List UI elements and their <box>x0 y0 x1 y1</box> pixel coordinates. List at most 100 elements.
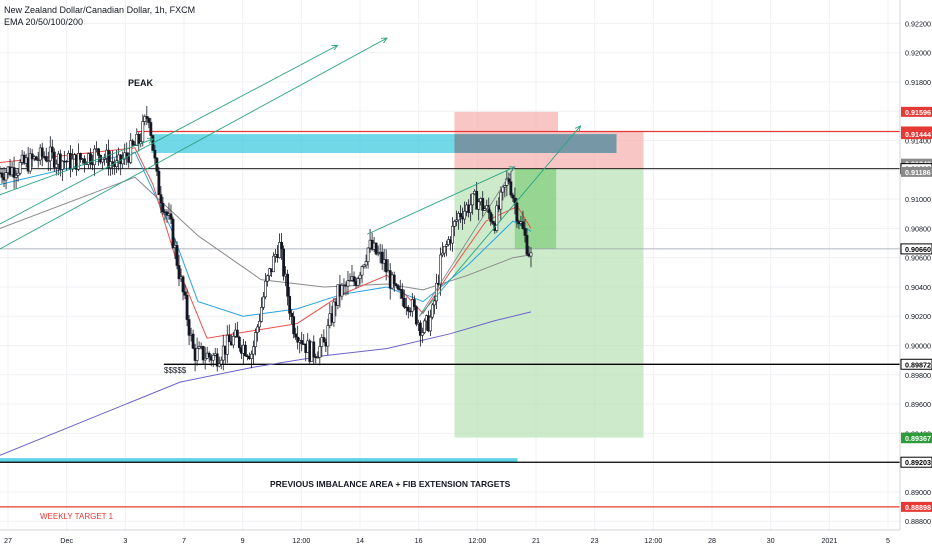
candle-body <box>256 326 259 333</box>
price-label-text: 0.91444 <box>905 130 931 139</box>
trend-arrow-head-1 <box>380 37 388 44</box>
candle-body <box>499 191 503 210</box>
trend-arrows <box>0 37 582 317</box>
candle-body <box>137 134 141 144</box>
candle-body <box>515 202 519 222</box>
candle-body <box>89 153 92 164</box>
candle-body <box>431 304 434 318</box>
candle-body <box>376 252 380 255</box>
price-label-text: 0.89367 <box>905 434 931 443</box>
trend-arrow-head-2 <box>146 138 154 144</box>
price-label-text: 0.88898 <box>905 503 931 512</box>
candle-body <box>50 146 54 153</box>
candle-body <box>278 242 281 258</box>
candle-body <box>201 346 205 361</box>
price-label-text: 0.91596 <box>905 108 931 117</box>
candle-body <box>318 346 322 358</box>
candle-body <box>60 160 64 170</box>
trend-arrow-head-3 <box>508 166 516 172</box>
candle-body <box>481 198 485 211</box>
time-tick-label: 14 <box>356 536 364 545</box>
candle-body <box>503 185 507 188</box>
candle-body <box>507 178 511 183</box>
candle-body <box>326 325 330 347</box>
candle-body <box>418 322 422 336</box>
candle-body <box>445 244 448 247</box>
candle-body <box>509 181 513 196</box>
candle-body <box>529 252 533 257</box>
price-axis[interactable]: 0.922000.920000.918000.916000.914000.912… <box>899 0 932 550</box>
price-tick-label: 0.91000 <box>905 195 931 204</box>
candle-body <box>143 116 147 122</box>
candle-body <box>18 162 22 174</box>
trend-arrow-2 <box>0 138 154 196</box>
candle-body <box>231 335 235 346</box>
candle-body <box>195 348 199 361</box>
candle-body <box>79 152 82 160</box>
candle-body <box>159 194 163 204</box>
trend-arrow-0 <box>0 44 338 225</box>
candle-body <box>402 297 406 308</box>
candle-body <box>282 248 286 277</box>
candle-body <box>286 273 290 297</box>
candle-body <box>358 274 362 279</box>
candle-body <box>362 264 366 267</box>
candle-body <box>412 299 416 307</box>
candle-body <box>406 307 410 312</box>
candle-body <box>71 158 74 170</box>
candle-body <box>115 160 119 168</box>
candle-body <box>97 148 100 156</box>
price-tick-label: 0.91800 <box>905 78 931 87</box>
horizontal-levels <box>0 130 900 508</box>
candle-body <box>348 280 352 282</box>
price-tick-label: 0.89600 <box>905 400 931 409</box>
candle-body <box>161 202 165 213</box>
time-tick-label: Dec <box>60 536 73 545</box>
time-tick-label: 12:00 <box>292 536 310 545</box>
candle-body <box>420 332 424 336</box>
candle-body <box>266 275 269 282</box>
candle-body <box>0 172 4 178</box>
candle-body <box>54 163 58 168</box>
candle-body <box>262 296 265 308</box>
candle-body <box>46 160 50 162</box>
price-tick-label: 0.88800 <box>905 517 931 526</box>
candle-body <box>77 152 80 170</box>
time-tick-label: 2021 <box>821 536 837 545</box>
take-profit-inner-zone <box>514 168 557 249</box>
time-tick-label: 12:00 <box>644 536 662 545</box>
candle-body <box>459 213 463 218</box>
price-tick-label: 0.90000 <box>905 342 931 351</box>
candle-body <box>290 312 294 317</box>
candle-body <box>177 265 181 280</box>
candle-body <box>185 294 189 320</box>
candle-body <box>258 321 261 328</box>
candle-body <box>491 221 495 224</box>
candle-body <box>422 320 426 333</box>
candle-body <box>243 344 247 357</box>
price-label-box <box>901 166 932 177</box>
candle-body <box>211 354 215 361</box>
candle-body <box>471 193 475 206</box>
candle-body <box>300 340 304 345</box>
candle-body <box>316 356 320 359</box>
candle-body <box>441 252 444 256</box>
candle-body <box>463 210 467 220</box>
candle-body <box>101 158 104 163</box>
candle-body <box>429 316 432 332</box>
candle-body <box>215 353 219 367</box>
candle-body <box>433 300 436 306</box>
price-tick-label: 0.92000 <box>905 49 931 58</box>
candle-body <box>340 285 344 297</box>
candle-body <box>157 170 161 195</box>
time-tick-label: 5 <box>886 536 890 545</box>
candle-body <box>511 194 515 199</box>
candle-body <box>12 167 16 178</box>
time-tick-label: 23 <box>591 536 599 545</box>
imbalance-overlap <box>454 134 617 153</box>
time-tick-label: 7 <box>182 536 186 545</box>
time-axis[interactable]: 27 Dec 3 7 9 12:00 14 16 12:00 21 23 12:00 28 30 2021 5 <box>0 529 932 550</box>
price-tick-label: 0.90800 <box>905 224 931 233</box>
